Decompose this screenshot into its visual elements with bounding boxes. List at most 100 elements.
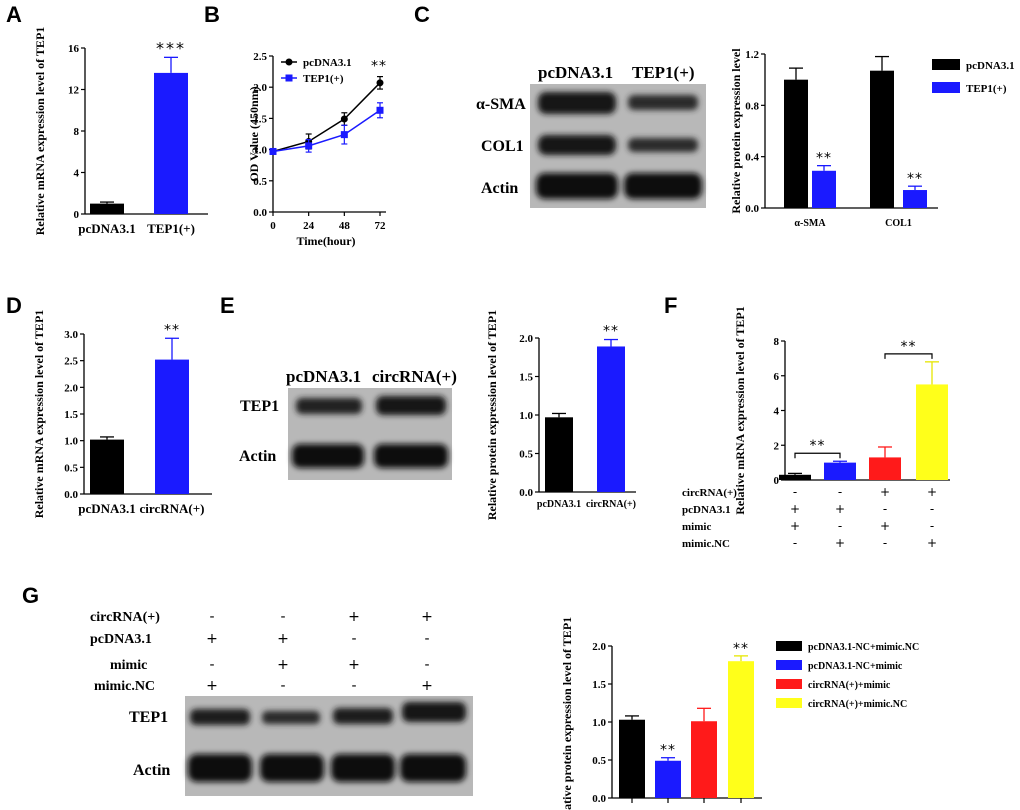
x-tick-label: 72 [375, 220, 387, 232]
y-tick-label: 0.5 [592, 755, 606, 767]
blot-e-header-1: pcDNA3.1 [286, 367, 361, 386]
condition-mark: + [348, 657, 360, 673]
condition-mark: + [927, 536, 937, 550]
chart-b-od-growth: 0.0 0.5 1.0 1.5 2.0 2.5 OD Value (450nm) 0 24 48 7… [247, 51, 387, 248]
bar [870, 70, 894, 208]
chart-a-tep1-mrna: 0 4 8 12 16 Relative mRNA expression level of… [33, 27, 208, 236]
y-tick-label: 2.0 [519, 333, 533, 345]
x-tick-label: 48 [339, 220, 351, 232]
significance-label: ** [907, 171, 923, 187]
legend-marker [285, 58, 293, 66]
bar [824, 462, 856, 480]
significance-label: *** [156, 38, 186, 57]
bar [90, 203, 124, 214]
y-tick-label: 6 [774, 371, 780, 383]
bar [869, 457, 901, 480]
data-point [305, 142, 313, 150]
chart-f-tep1-mrna: 0 2 4 6 8 Relative mRNA expression level of T… [682, 306, 950, 550]
condition-mark: - [838, 519, 842, 533]
y-tick-label: 0.0 [253, 207, 267, 219]
y-tick-label: 2.0 [253, 82, 267, 94]
chart-g-tep1-protein: 0.0 0.5 1.0 1.5 2.0 Relative protein expressi… [560, 617, 919, 810]
significance-label: ** [816, 151, 832, 167]
condition-mark: - [793, 536, 797, 550]
y-tick-label: 1.0 [64, 436, 78, 448]
blot-g-bands [188, 702, 466, 782]
legend-swatch [776, 679, 802, 689]
x-axis-title: Time(hour) [296, 234, 355, 248]
blot-g-row-2: Actin [133, 762, 170, 779]
panel-label-e: E [220, 293, 235, 318]
y-axis-title: Relative protein expression level of TEP… [560, 617, 574, 810]
legend-swatch [776, 660, 802, 670]
condition-row-label: circRNA(+) [682, 487, 737, 499]
y-tick-label: 8 [74, 126, 80, 138]
condition-mark: - [351, 678, 356, 694]
data-point [340, 131, 348, 139]
x-tick-label: 24 [303, 220, 315, 232]
condition-mark: + [277, 657, 289, 673]
blot-e-bands [292, 396, 448, 468]
panel-label-a: A [6, 2, 22, 27]
blot-e-header-2: circRNA(+) [372, 367, 457, 386]
bar [154, 72, 188, 215]
legend-marker [285, 74, 293, 82]
y-tick-label: 0.0 [745, 203, 759, 215]
y-tick-label: 12 [68, 85, 80, 97]
y-tick-label: 0.5 [64, 462, 78, 474]
blot-g-condition-table: circRNA(+) - - + + pcDNA3.1 + + - - mimic - + + - mimic… [90, 609, 433, 694]
y-tick-label: 1.5 [519, 372, 533, 384]
y-tick-label: 4 [774, 406, 780, 418]
y-tick-label: 2.0 [592, 641, 606, 653]
y-axis-title: Relative protein expression level [729, 48, 743, 214]
x-category-label: pcDNA3.1 [537, 499, 581, 510]
condition-mark: + [277, 631, 289, 647]
legend-swatch [776, 698, 802, 708]
x-category-label: α-SMA [794, 218, 826, 229]
condition-mark: - [280, 609, 285, 625]
y-axis-title: OD Value (450nm) [247, 86, 261, 181]
y-tick-label: 0.5 [253, 176, 267, 188]
x-category-label: COL1 [885, 218, 912, 229]
blot-c-row-3: Actin [481, 180, 518, 197]
condition-mark: - [424, 657, 429, 673]
y-axis-title: Relative protein expression level of TEP… [485, 310, 499, 520]
condition-row-label: mimic.NC [94, 679, 155, 694]
bar [784, 79, 808, 209]
series-line-1 [272, 109, 381, 153]
data-point [269, 147, 277, 155]
legend-label: pcDNA3.1-NC+mimic.NC [808, 642, 919, 653]
condition-mark: + [348, 609, 360, 625]
y-tick-label: 0 [74, 209, 80, 221]
condition-mark: - [930, 519, 934, 533]
panel-label-d: D [6, 293, 22, 318]
significance-label: ** [660, 743, 676, 759]
data-point [340, 115, 348, 123]
condition-mark: - [883, 536, 887, 550]
y-tick-label: 2.5 [64, 356, 78, 368]
condition-mark: + [835, 502, 845, 516]
y-tick-label: 2.5 [253, 51, 267, 63]
condition-mark: + [790, 502, 800, 516]
x-category-label: circRNA(+) [140, 501, 205, 516]
y-tick-label: 0.8 [745, 100, 759, 112]
y-tick-label: 1.0 [253, 145, 267, 157]
significance-label: ** [164, 322, 180, 338]
bar [916, 384, 948, 480]
y-tick-label: 3.0 [64, 329, 78, 341]
condition-mark: - [280, 678, 285, 694]
y-tick-label: 0.0 [64, 489, 78, 501]
condition-mark: - [793, 485, 797, 499]
legend-label: pcDNA3.1 [303, 57, 352, 69]
bar [728, 661, 754, 798]
panel-label-b: B [204, 2, 220, 27]
y-tick-label: 1.0 [519, 410, 533, 422]
bar [90, 439, 124, 494]
significance-label: ** [810, 438, 826, 454]
bar [619, 719, 645, 798]
bar [691, 721, 717, 798]
condition-mark: - [930, 502, 934, 516]
significance-label: ** [733, 641, 749, 657]
